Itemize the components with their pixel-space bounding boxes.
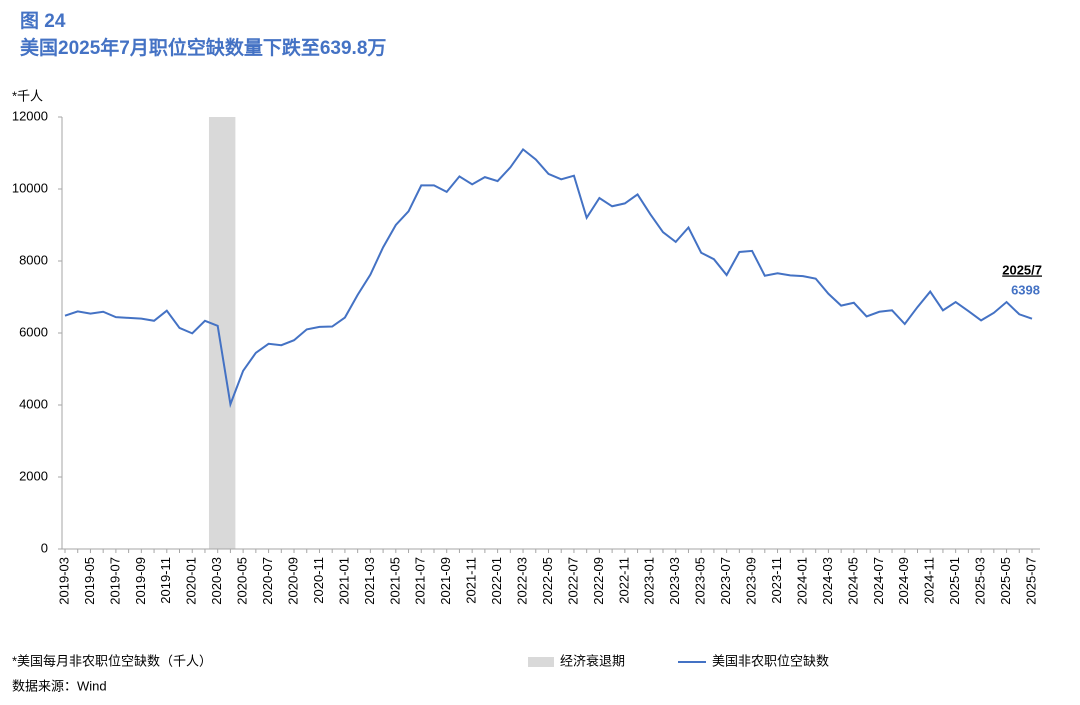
y-tick-label: 8000 <box>19 252 48 267</box>
x-tick-label: 2022-09 <box>591 557 606 605</box>
x-tick-label: 2020-11 <box>311 557 326 604</box>
x-tick-label: 2023-01 <box>642 557 657 605</box>
footnote: *美国每月非农职位空缺数（千人） <box>12 653 212 668</box>
shaded-region <box>208 117 236 549</box>
x-tick-label: 2021-05 <box>387 557 402 605</box>
x-tick-label: 2019-11 <box>158 557 173 604</box>
x-tick-label: 2020-07 <box>260 557 275 605</box>
x-tick-label: 2022-07 <box>565 557 580 605</box>
y-tick-label: 12000 <box>12 108 48 123</box>
chart-title: 美国2025年7月职位空缺数量下跌至639.8万 <box>20 36 386 59</box>
x-tick-label: 2025-01 <box>947 557 962 605</box>
x-tick-label: 2020-09 <box>285 557 300 605</box>
x-tick-label: 2024-01 <box>794 557 809 605</box>
data-label: 6398 <box>1011 282 1040 297</box>
x-tick-label: 2022-11 <box>616 557 631 604</box>
x-tick-label: 2023-05 <box>693 557 708 605</box>
y-tick-label: 10000 <box>12 180 48 195</box>
figure-label: 图 24 <box>20 10 66 32</box>
x-tick-label: 2021-07 <box>413 557 428 605</box>
legend-label: 美国非农职位空缺数 <box>712 653 829 668</box>
x-tick-label: 2024-03 <box>820 557 835 605</box>
x-tick-label: 2025-05 <box>998 557 1013 605</box>
x-tick-label: 2024-09 <box>896 557 911 605</box>
x-tick-label: 2019-07 <box>107 557 122 605</box>
x-tick-label: 2021-01 <box>336 557 351 605</box>
source: 数据来源：Wind <box>12 678 107 693</box>
y-axis-label: *千人 <box>12 88 43 103</box>
x-tick-label: 2021-11 <box>464 557 479 604</box>
x-tick-label: 2023-09 <box>744 557 759 605</box>
y-tick-label: 0 <box>41 540 48 555</box>
x-tick-label: 2023-03 <box>667 557 682 605</box>
y-tick-label: 4000 <box>19 396 48 411</box>
x-tick-label: 2024-07 <box>871 557 886 605</box>
x-tick-label: 2021-03 <box>362 557 377 605</box>
x-tick-label: 2023-11 <box>769 557 784 604</box>
x-tick-label: 2022-03 <box>514 557 529 605</box>
y-tick-label: 2000 <box>19 468 48 483</box>
x-tick-label: 2020-01 <box>184 557 199 605</box>
data-line <box>64 147 1033 409</box>
y-tick-label: 6000 <box>19 324 48 339</box>
x-tick-label: 2023-07 <box>718 557 733 605</box>
x-tick-label: 2019-05 <box>82 557 97 605</box>
x-tick-label: 2020-05 <box>235 557 250 605</box>
x-tick-label: 2022-01 <box>489 557 504 605</box>
x-tick-label: 2024-05 <box>845 557 860 605</box>
x-tick-label: 2019-03 <box>56 557 71 605</box>
x-tick-label: 2025-03 <box>973 557 988 605</box>
annotation: 2025/7 <box>1002 262 1042 277</box>
x-tick-label: 2025-07 <box>1023 557 1038 605</box>
x-tick-label: 2024-11 <box>922 557 937 604</box>
legend-label: 经济衰退期 <box>560 653 625 668</box>
x-tick-label: 2019-09 <box>133 557 148 605</box>
x-tick-label: 2022-05 <box>540 557 555 605</box>
x-tick-label: 2021-09 <box>438 557 453 605</box>
x-tick-label: 2020-03 <box>209 557 224 605</box>
legend-swatch <box>528 657 554 667</box>
